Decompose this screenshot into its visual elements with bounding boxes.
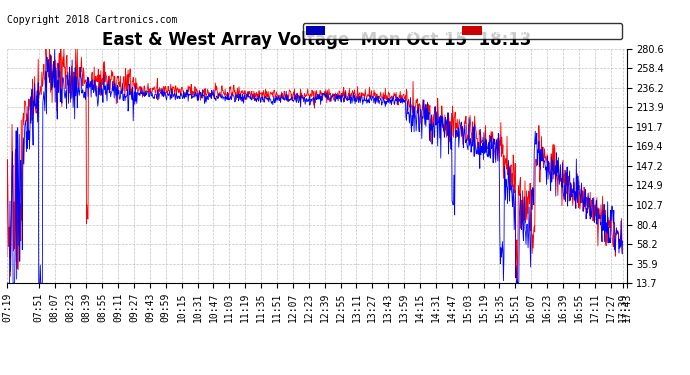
Title: East & West Array Voltage  Mon Oct 15  18:13: East & West Array Voltage Mon Oct 15 18:…: [102, 31, 531, 49]
Text: Copyright 2018 Cartronics.com: Copyright 2018 Cartronics.com: [7, 15, 177, 25]
Legend: East Array  (DC Volts), West Array  (DC Volts): East Array (DC Volts), West Array (DC Vo…: [303, 23, 622, 39]
